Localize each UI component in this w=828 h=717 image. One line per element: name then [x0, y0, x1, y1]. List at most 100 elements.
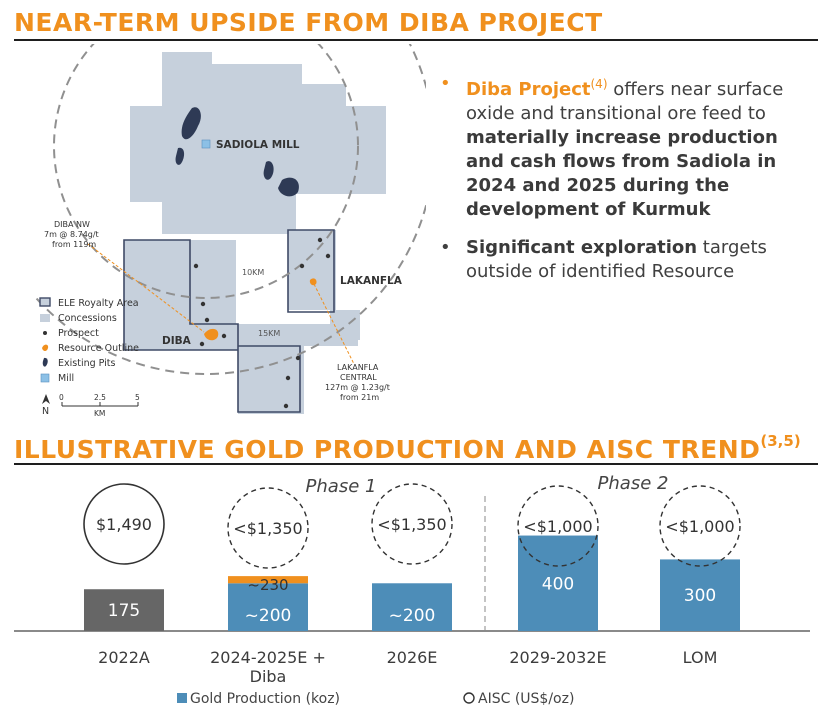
diba-bar-segment: [228, 576, 308, 584]
production-data-label: 175: [108, 601, 140, 621]
key-points: Diba Project(4) offers near surface oxid…: [440, 72, 820, 298]
category-label: Diba: [250, 667, 287, 686]
scale-tick-label: 2.5: [94, 393, 106, 402]
aisc-value-label: <$1,350: [233, 519, 302, 538]
lakanfla-concession: [288, 230, 336, 310]
legend-label-royalty: ELE Royalty Area: [58, 298, 139, 309]
diba-nw-callout-3: from 119m: [52, 240, 96, 249]
lakanfla-label: LAKANFLA: [340, 275, 403, 287]
legend-label-prospect: Prospect: [58, 328, 99, 339]
aisc-value-label: <$1,000: [665, 517, 734, 536]
aisc-circle: [371, 483, 453, 565]
ring-10km: [53, 44, 359, 299]
production-data-label: 300: [684, 586, 716, 606]
scale-tick-label: 5: [135, 393, 140, 402]
category-label: 2026E: [387, 648, 438, 667]
legend-swatch-resource: [42, 344, 49, 351]
production-data-label: 400: [542, 574, 574, 594]
lakanfla-central-callout-4: from 21m: [340, 393, 379, 402]
bullet-text: offers near surface oxide and transition…: [466, 79, 784, 124]
top-title-underline: [14, 39, 818, 41]
aisc-circle: [227, 487, 309, 569]
production-bar: [660, 559, 740, 631]
legend-production-label: Gold Production (koz): [190, 691, 340, 707]
map-legend: ELE Royalty Area Concessions Prospect Re…: [39, 297, 139, 384]
prospect: [317, 237, 323, 243]
north-arrow-icon: [42, 394, 50, 404]
production-bar: [84, 589, 164, 631]
aisc-circle: [517, 485, 599, 567]
ring-15km-label: 15KM: [258, 329, 280, 338]
diba-nw-callout-2: 7m @ 8.74g/t: [44, 230, 99, 239]
map-scale: N 0 2.5 5 KM: [42, 393, 140, 418]
scale-tick-label: 0: [59, 393, 64, 402]
chart-title-underline: [14, 463, 818, 465]
top-title: NEAR-TERM UPSIDE FROM DIBA PROJECT: [14, 8, 603, 37]
chart-title: ILLUSTRATIVE GOLD PRODUCTION AND AISC TR…: [14, 432, 801, 464]
diba-project-highlight: Diba Project(4): [466, 77, 608, 100]
diba-project-map: 10KM 15KM SADIOLA MILL DIBA NW 7m @ 8.74…: [34, 44, 426, 418]
existing-pit-1: [181, 107, 201, 140]
category-label: LOM: [683, 648, 718, 667]
sadiola-mill-label: SADIOLA MILL: [216, 139, 300, 151]
aisc-circle: [83, 483, 165, 565]
sadiola-concession: [130, 52, 386, 234]
legend-production-swatch: [177, 693, 187, 703]
sadiola-mill-marker: [201, 139, 211, 149]
production-data-label: ~200: [389, 606, 436, 626]
legend-label-pits: Existing Pits: [58, 358, 116, 369]
category-label: 2029-2032E: [509, 648, 606, 667]
lakanfla-central-callout-2: CENTRAL: [340, 373, 377, 382]
aisc-value-label: $1,490: [96, 515, 152, 534]
diba-nw-leader: [87, 243, 205, 333]
lakanfla-central-callout-1: LAKANFLA: [337, 363, 379, 372]
legend-swatch-concessions: [40, 314, 50, 322]
prospect: [299, 263, 305, 269]
category-label: 2024-2025E +: [210, 648, 326, 667]
aisc-circle: [659, 485, 741, 567]
bullet-diba-project: Diba Project(4) offers near surface oxid…: [440, 72, 820, 222]
legend-swatch-prospect: [43, 331, 47, 335]
ring-10km-label: 10KM: [242, 268, 264, 277]
prospect: [295, 355, 301, 361]
legend-aisc-label: AISC (US$/oz): [478, 691, 574, 707]
existing-pit-2: [175, 147, 185, 165]
prospect: [285, 375, 291, 381]
production-bar: [372, 583, 452, 631]
prospect: [283, 403, 289, 409]
legend-aisc-swatch: [463, 692, 475, 704]
legend-label-concessions: Concessions: [58, 313, 117, 324]
diba-nw-callout-1: DIBA NW: [54, 220, 90, 229]
legend-swatch-mill: [40, 373, 50, 383]
prospect: [221, 333, 227, 339]
category-label: 2022A: [98, 648, 150, 667]
production-aisc-chart: Phase 1 Phase 2 175 ~230 ~200 ~200 400 300 $1,49…: [14, 473, 810, 707]
existing-pit-4: [278, 177, 299, 197]
legend-label-resource: Resource Outline: [58, 343, 139, 354]
phase-1-label: Phase 1: [306, 476, 377, 497]
north-label: N: [42, 406, 49, 417]
production-bar: [518, 535, 598, 631]
lakanfla-resource-outline: [309, 278, 317, 286]
prospect: [200, 301, 206, 307]
prospect: [199, 341, 205, 347]
existing-pit-3: [263, 161, 274, 180]
legend-swatch-pits: [42, 357, 48, 367]
diba-label: DIBA: [162, 335, 192, 347]
diba-data-label: ~230: [247, 576, 288, 594]
legend-label-mill: Mill: [58, 373, 74, 384]
aisc-value-label: <$1,350: [377, 515, 446, 534]
scale-unit: KM: [94, 409, 105, 418]
legend-swatch-royalty: [39, 297, 51, 307]
production-data-label: ~200: [245, 606, 292, 626]
phase-2-label: Phase 2: [598, 473, 669, 494]
prospect: [204, 317, 210, 323]
ele-royalty-outline-diba: [123, 239, 301, 413]
diba-resource-outline: [204, 328, 219, 341]
aisc-value-label: <$1,000: [523, 517, 592, 536]
prospect: [193, 263, 199, 269]
lakanfla-central-callout-3: 127m @ 1.23g/t: [325, 383, 390, 392]
production-bar: [228, 583, 308, 631]
prospect: [325, 253, 331, 259]
bullet-bold-text: Significant exploration: [466, 237, 698, 258]
